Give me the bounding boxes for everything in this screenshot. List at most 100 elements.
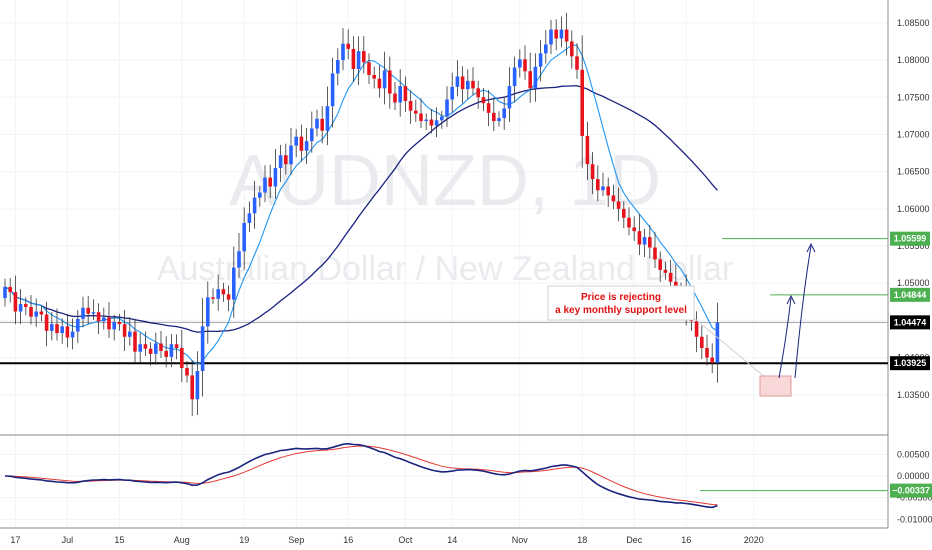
annotation-pointer	[693, 317, 767, 379]
candle-body	[611, 195, 616, 202]
candle	[658, 251, 662, 282]
candle-body	[382, 70, 387, 89]
candle-body	[570, 41, 574, 57]
candle	[247, 201, 252, 233]
candle	[445, 86, 449, 128]
candle	[273, 148, 278, 199]
price-axis: 1.035001.040001.045001.050001.055001.060…	[897, 18, 932, 524]
candle-body	[632, 227, 636, 232]
candle	[133, 318, 137, 364]
candle	[512, 56, 517, 103]
candle-body	[523, 59, 527, 72]
candle-body	[242, 222, 246, 252]
candle-body	[81, 307, 85, 319]
candle	[455, 60, 460, 97]
candle	[408, 90, 413, 124]
price-badge-label: 1.04474	[894, 317, 927, 327]
time-tick-label: 15	[114, 535, 124, 545]
candle-body	[216, 289, 220, 299]
candle-body	[440, 116, 444, 121]
candle-body	[450, 86, 454, 100]
time-tick-label: 2020	[744, 535, 764, 545]
candle-body	[252, 197, 257, 214]
candle	[330, 57, 335, 128]
candle	[570, 30, 574, 69]
candle	[138, 333, 142, 363]
candle-body	[476, 88, 480, 98]
candle-body	[39, 311, 44, 315]
price-badge	[890, 287, 930, 302]
candle-body	[154, 343, 158, 354]
oscillator-pane	[4, 442, 888, 509]
candle	[304, 127, 309, 165]
support-zone-box	[759, 375, 792, 397]
candle	[159, 331, 163, 358]
candle	[476, 80, 480, 109]
candle-body	[284, 155, 288, 165]
candle	[221, 282, 226, 303]
candle-body	[325, 106, 330, 131]
candle-body	[24, 304, 28, 308]
candle	[653, 232, 657, 269]
target-arrow-1-head	[786, 294, 796, 305]
candle-body	[320, 118, 324, 131]
candle-body	[460, 76, 465, 90]
macd-line	[4, 442, 718, 509]
candle-body	[76, 318, 80, 332]
candle-body	[356, 51, 361, 69]
price-tick-label: 1.05500	[897, 241, 930, 251]
candle-body	[268, 177, 272, 187]
price-badge	[890, 356, 930, 371]
price-badge	[890, 231, 930, 246]
candle	[398, 69, 402, 117]
candle-body	[445, 99, 449, 117]
candle-body	[226, 294, 231, 300]
price-tick-label: 1.07500	[897, 92, 930, 102]
candle	[34, 298, 38, 328]
candle-body	[492, 112, 496, 122]
candle-body	[429, 119, 434, 126]
candle-body	[398, 86, 402, 103]
candle-body	[117, 321, 122, 325]
annotation-line-2: a key monthly support level	[555, 305, 687, 316]
candle	[289, 127, 293, 176]
candle-body	[575, 56, 579, 70]
time-tick-label: 16	[343, 535, 353, 545]
candle-body	[414, 110, 418, 114]
candle-body	[715, 322, 720, 363]
time-tick-label: Nov	[512, 535, 529, 545]
candle-body	[512, 67, 517, 87]
candle	[284, 143, 288, 175]
target-arrow-1	[778, 297, 792, 379]
candle	[497, 111, 501, 127]
target-arrow-2-head	[806, 242, 816, 253]
candle	[70, 318, 75, 350]
candle-body	[122, 324, 127, 337]
candle-body	[278, 155, 283, 168]
candle-body	[658, 259, 662, 270]
candle	[403, 76, 408, 112]
candle-body	[622, 208, 626, 218]
price-tick-label: 1.03500	[897, 390, 930, 400]
candle-body	[96, 312, 101, 322]
candle	[310, 111, 314, 153]
candle-body	[564, 29, 569, 42]
candle-body	[544, 44, 548, 54]
candle	[65, 313, 70, 348]
candle	[185, 360, 189, 383]
candle	[18, 288, 23, 324]
candle	[705, 334, 709, 366]
candle	[226, 285, 231, 312]
candle-body	[538, 53, 543, 67]
candle-body	[627, 217, 631, 228]
price-badge	[890, 315, 930, 330]
candle-body	[289, 145, 293, 165]
candle	[434, 107, 439, 138]
candle-body	[497, 118, 501, 122]
candle	[117, 313, 122, 331]
candle-body	[91, 312, 96, 314]
candle-body	[174, 344, 179, 348]
osc-badge-label: −0.00337	[892, 486, 930, 496]
candle	[351, 36, 356, 82]
